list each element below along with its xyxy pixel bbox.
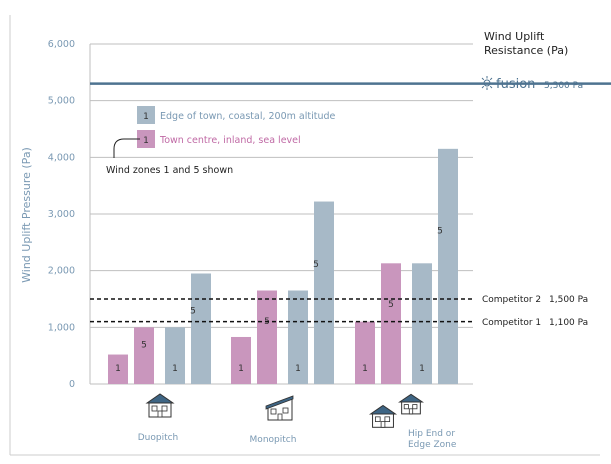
category-label-hip-end-or-edge-zone: Hip End or Edge Zone <box>408 429 457 450</box>
y-tick-label: 5,000 <box>48 96 75 107</box>
legend-item-edge-of-town: 1 Edge of town, coastal, 200m altitude <box>137 106 336 124</box>
competitor-1-label: Competitor 1 1,100 Pa <box>482 318 588 328</box>
competitor-1-value: 1,100 Pa <box>549 318 588 328</box>
bar-duopitch-town-centre-zone-1 <box>108 354 128 384</box>
bar-label: 1 <box>115 364 121 374</box>
bar-label: 5 <box>437 226 443 236</box>
competitor-2-value: 1,500 Pa <box>549 295 588 305</box>
legend-pointer-line <box>113 138 140 158</box>
bar-monopitch-edge-of-town-zone-5 <box>314 201 334 384</box>
bar-duopitch-edge-of-town-zone-1 <box>165 327 185 384</box>
right-axis-title-line-1: Wind Uplift <box>484 30 545 43</box>
competitor-2-label: Competitor 2 1,500 Pa <box>482 295 588 305</box>
legend: 1 Edge of town, coastal, 200m altitude 1… <box>106 106 336 176</box>
category-label-monopitch: Monopitch <box>250 435 297 445</box>
legend-swatch-blue <box>137 106 155 124</box>
y-axis-title: Wind Uplift Pressure (Pa) <box>20 147 33 283</box>
bar-monopitch-edge-of-town-zone-1 <box>288 290 308 384</box>
fusion-sun-icon <box>480 76 494 90</box>
reference-lines <box>90 82 611 323</box>
bar-label: 1 <box>238 364 244 374</box>
right-axis-title-line-2: Resistance (Pa) <box>484 44 568 57</box>
y-tick-label: 1,000 <box>48 322 75 333</box>
bar-label: 5 <box>388 300 394 310</box>
fusion-label: fusion 5,300 Pa <box>480 76 583 92</box>
y-tick-label: 4,000 <box>48 152 75 163</box>
bar-label: 5 <box>313 260 319 270</box>
bar-monopitch-town-centre-zone-5 <box>257 290 277 384</box>
legend-swatch-blue-badge: 1 <box>143 112 149 122</box>
competitor-2-name: Competitor 2 <box>482 295 541 305</box>
bars: 151515151515 <box>108 148 458 384</box>
house-duopitch-icon <box>145 393 175 418</box>
building-icons <box>145 393 424 428</box>
bar-duopitch-town-centre-zone-5 <box>134 327 154 384</box>
legend-label-edge-of-town: Edge of town, coastal, 200m altitude <box>160 111 336 122</box>
competitor-1-name: Competitor 1 <box>482 318 541 328</box>
bar-label: 1 <box>295 364 301 374</box>
y-tick-label: 0 <box>69 379 75 390</box>
house-monopitch-icon <box>265 395 294 421</box>
legend-swatch-pink <box>137 130 155 148</box>
bar-hip-end-or-edge-zone-town-centre-zone-5 <box>381 263 401 384</box>
bar-duopitch-edge-of-town-zone-5 <box>191 273 211 384</box>
legend-swatch-pink-badge: 1 <box>143 136 149 146</box>
fusion-name: fusion <box>496 77 535 92</box>
legend-item-town-centre: 1 Town centre, inland, sea level <box>137 130 301 148</box>
bar-hip-end-or-edge-zone-edge-of-town-zone-5 <box>438 148 458 384</box>
house-hip-end-icon <box>368 393 424 428</box>
y-tick-label: 6,000 <box>48 39 75 50</box>
legend-note: Wind zones 1 and 5 shown <box>106 165 233 176</box>
y-tick-label: 2,000 <box>48 266 75 277</box>
bar-label: 5 <box>141 341 147 351</box>
category-labels: Duopitch Monopitch Hip End or Edge Zone <box>138 429 457 450</box>
fusion-value: 5,300 Pa <box>544 81 583 91</box>
bar-label: 5 <box>190 306 196 316</box>
bar-label: 1 <box>419 364 425 374</box>
y-axis-ticks: 0 1,000 2,000 3,000 4,000 5,000 6,000 <box>48 39 75 390</box>
bar-monopitch-town-centre-zone-1 <box>231 336 251 384</box>
bar-hip-end-or-edge-zone-edge-of-town-zone-1 <box>412 263 432 384</box>
category-label-duopitch: Duopitch <box>138 433 179 443</box>
bar-label: 1 <box>172 364 178 374</box>
legend-label-town-centre: Town centre, inland, sea level <box>159 135 301 146</box>
bar-label: 1 <box>362 364 368 374</box>
y-tick-label: 3,000 <box>48 209 75 220</box>
right-axis-title: Wind Uplift Resistance (Pa) <box>484 30 568 57</box>
bar-hip-end-or-edge-zone-town-centre-zone-1 <box>355 321 375 384</box>
